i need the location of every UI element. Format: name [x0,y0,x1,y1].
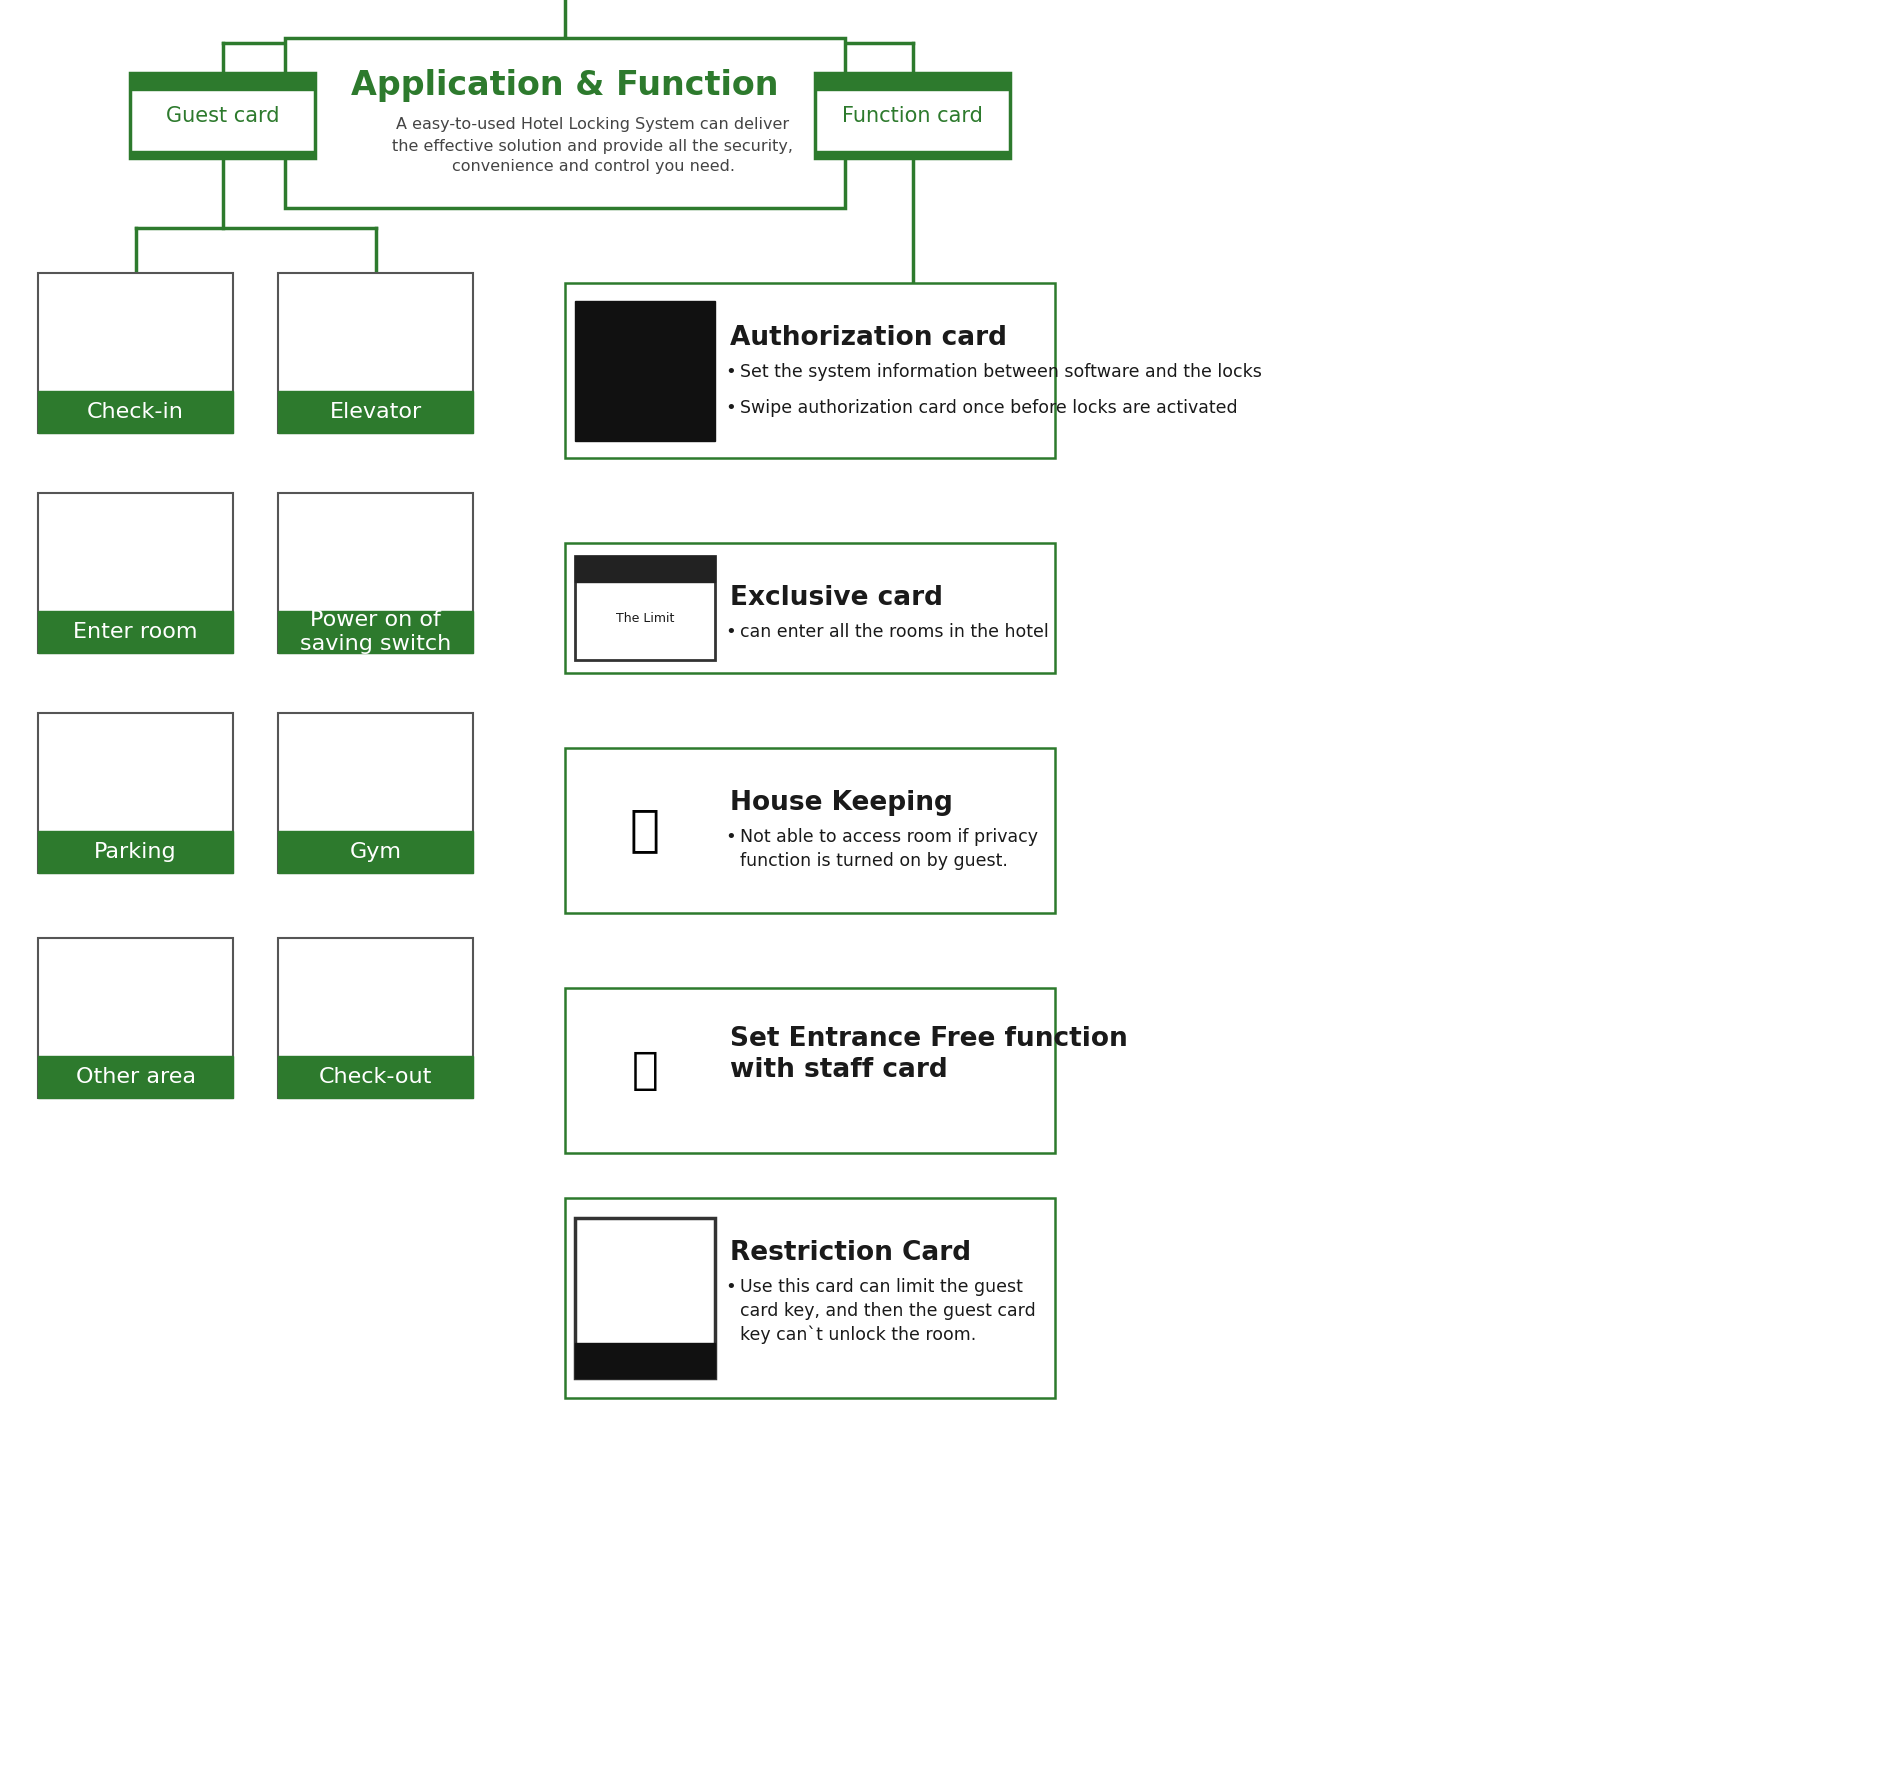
Bar [38,713,232,873]
Bar [815,150,1009,157]
Bar [575,555,716,659]
Bar [278,272,472,433]
Text: House Keeping: House Keeping [729,790,952,817]
Text: Enter room: Enter room [72,622,198,642]
Text: Power on of
saving switch: Power on of saving switch [299,610,451,654]
Text: •: • [725,827,735,847]
Text: Gym: Gym [350,842,402,863]
Text: 🛒: 🛒 [630,806,661,854]
Bar [278,612,472,652]
Bar [38,1055,232,1098]
Text: Not able to access room if privacy
function is turned on by guest.: Not able to access room if privacy funct… [741,827,1038,870]
Text: A easy-to-used Hotel Locking System can deliver
the effective solution and provi: A easy-to-used Hotel Locking System can … [392,117,794,175]
Text: can enter all the rooms in the hotel: can enter all the rooms in the hotel [741,622,1049,642]
Text: Use this card can limit the guest
card key, and then the guest card
key can`t un: Use this card can limit the guest card k… [741,1278,1036,1344]
Bar [38,391,232,433]
Bar [565,283,1055,458]
Bar [129,72,314,157]
Bar [286,37,845,209]
Text: •: • [725,622,735,642]
Text: Elevator: Elevator [329,401,421,423]
Text: Authorization card: Authorization card [729,325,1007,352]
Bar [575,1218,716,1377]
Bar [565,1199,1055,1398]
Text: Exclusive card: Exclusive card [729,585,942,612]
Bar [575,1344,716,1377]
Bar [815,72,1009,157]
Bar [38,939,232,1098]
Text: Guest card: Guest card [166,106,280,126]
Text: •: • [725,1278,735,1296]
Bar [278,939,472,1098]
Text: •: • [725,400,735,417]
Bar [575,555,716,582]
Text: •: • [725,362,735,380]
Bar [815,72,1009,90]
Text: Check-in: Check-in [88,401,185,423]
Text: Set Entrance Free function
with staff card: Set Entrance Free function with staff ca… [729,1025,1127,1084]
Text: Application & Function: Application & Function [350,69,779,103]
Bar [575,1004,716,1137]
Bar [575,764,716,896]
Bar [278,493,472,652]
Bar [565,748,1055,912]
Bar [38,272,232,433]
Bar [575,301,716,440]
Text: Parking: Parking [93,842,177,863]
Bar [278,1055,472,1098]
Text: Swipe authorization card once before locks are activated: Swipe authorization card once before loc… [741,400,1238,417]
Text: The Limit: The Limit [615,612,674,624]
Text: Set the system information between software and the locks: Set the system information between softw… [741,362,1262,380]
Bar [38,831,232,873]
Bar [129,72,314,90]
Bar [278,391,472,433]
Bar [565,988,1055,1153]
Bar [38,612,232,652]
Bar [129,150,314,157]
Text: Restriction Card: Restriction Card [729,1239,971,1266]
Text: 🔑: 🔑 [632,1048,659,1093]
Bar [38,493,232,652]
Bar [565,543,1055,674]
Bar [278,713,472,873]
Text: Other area: Other area [76,1068,196,1087]
Text: Check-out: Check-out [318,1068,432,1087]
Text: Function card: Function card [842,106,982,126]
Bar [278,831,472,873]
